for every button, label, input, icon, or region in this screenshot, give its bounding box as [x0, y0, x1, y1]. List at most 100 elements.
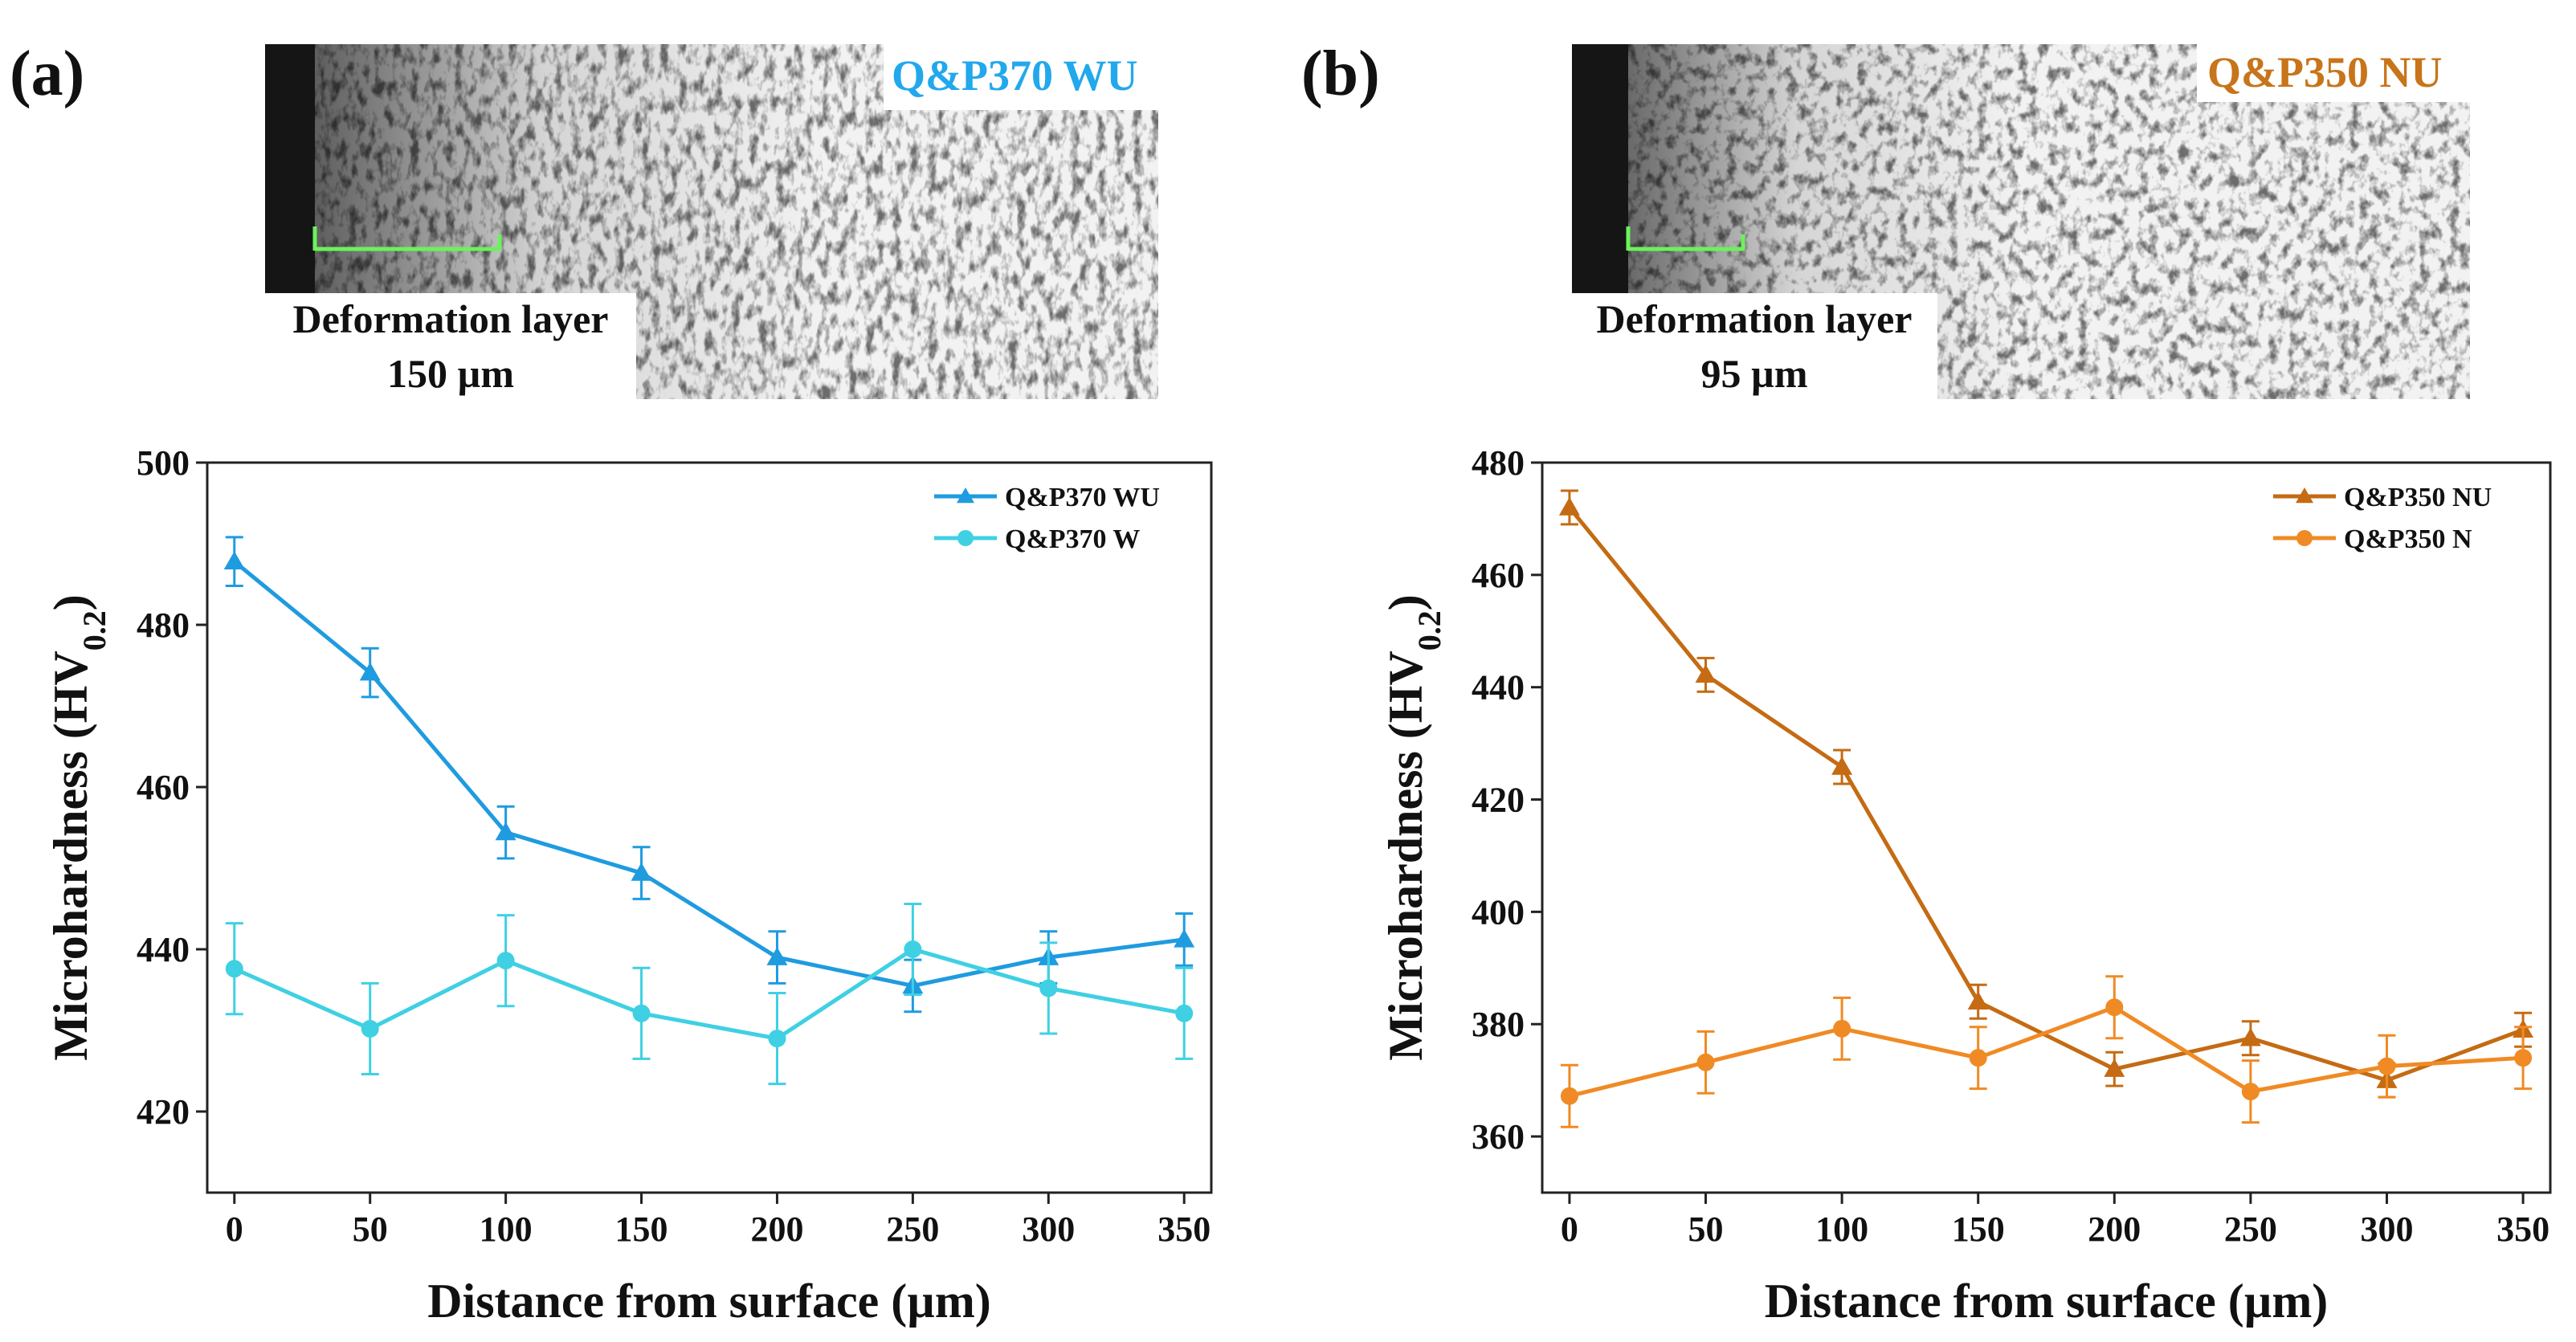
chart-b-data-point	[1695, 664, 1717, 683]
micrograph-b: Q&P350 NU Deformation layer 95 µm	[1572, 44, 2470, 399]
chart-a-x-tick-label: 350	[1157, 1209, 1210, 1249]
chart-b-x-tick-label: 350	[2496, 1209, 2549, 1249]
chart-a-legend-marker	[957, 530, 974, 546]
chart-b-y-tick-label: 400	[1472, 892, 1525, 932]
layer-depth-b: 95 µm	[1701, 351, 1808, 396]
chart-a-x-tick-label: 50	[353, 1209, 388, 1249]
chart-b-x-tick-label: 200	[2088, 1209, 2141, 1249]
chart-a-legend-marker	[957, 487, 974, 504]
chart-a-data-point	[1175, 1004, 1194, 1022]
chart-a: 0 50 100 150 200 250 300 350 420 440 460 480 500 Dist…	[44, 443, 1213, 1328]
chart-b-y-tick-label: 440	[1472, 668, 1525, 708]
chart-a-x-axis-title: Distance from surface (µm)	[427, 1275, 991, 1328]
chart-b-legend: Q&P350 NU Q&P350 N	[2273, 483, 2492, 554]
chart-a-x-tick-label: 150	[615, 1209, 668, 1249]
chart-b-y-tick-label: 460	[1472, 556, 1525, 595]
chart-a-data-point	[632, 1004, 651, 1022]
chart-b-data-point	[1831, 756, 1853, 775]
chart-a-data-point	[496, 952, 515, 970]
panel-b-label: (b)	[1301, 39, 1380, 109]
chart-a-series-circle	[225, 902, 1194, 1086]
chart-a-y-axis-title-main: Microhardness (HV	[44, 651, 97, 1061]
chart-a-data-point	[361, 1019, 379, 1038]
chart-b-data-point	[1558, 496, 1580, 516]
chart-b-x-tick-label: 250	[2224, 1209, 2277, 1249]
chart-b-y-axis-title-close: )	[1379, 594, 1432, 610]
chart-b-data-point	[2241, 1083, 2260, 1101]
chart-b-y-axis-title-main: Microhardness (HV	[1379, 651, 1432, 1061]
chart-a-data-point	[631, 863, 652, 881]
chart-b-data-point	[2239, 1027, 2261, 1046]
chart-b-data-point	[2105, 998, 2124, 1017]
chart-b-y-tick-label: 420	[1472, 781, 1525, 820]
chart-b-x-axis-title: Distance from surface (µm)	[1765, 1275, 2329, 1328]
chart-a-plot-frame	[206, 461, 1213, 1194]
chart-b-series-circle	[1560, 975, 2533, 1128]
chart-b-y-axis-title-sub: 0.2	[1411, 610, 1447, 651]
chart-b: 0 50 100 150 200 250 300 350 360 380 400 420 440 460 4…	[1379, 443, 2552, 1328]
chart-b-y-axis-title: Microhardness (HV0.2)	[1379, 594, 1447, 1061]
chart-a-data-point	[225, 960, 243, 978]
depth-scale-bar-a	[312, 226, 502, 251]
chart-a-x-tick-label: 200	[750, 1209, 803, 1249]
chart-a-y-tick-label: 440	[137, 930, 190, 969]
layer-depth-a: 150 µm	[387, 351, 514, 396]
chart-b-series-line	[1567, 506, 2524, 1083]
chart-a-series-line	[233, 560, 1185, 989]
chart-a-legend: Q&P370 WU Q&P370 W	[934, 483, 1160, 554]
chart-a-y-tick-label: 420	[137, 1092, 190, 1132]
chart-b-legend-marker	[2296, 487, 2313, 504]
chart-b-data-point	[1696, 1053, 1715, 1071]
chart-a-y-tick-label: 460	[137, 768, 190, 807]
chart-b-data-point	[2104, 1059, 2125, 1077]
chart-a-x-tick-label: 300	[1022, 1209, 1075, 1249]
chart-a-data-point	[1174, 928, 1195, 948]
chart-b-data-point	[1969, 1049, 1987, 1067]
sample-label-a: Q&P370 WU	[892, 51, 1138, 100]
sample-label-b: Q&P350 NU	[2207, 48, 2442, 96]
chart-b-y-tick-label: 480	[1472, 443, 1525, 483]
chart-b-legend-label: Q&P350 NU	[2344, 483, 2492, 512]
chart-b-data-point	[2378, 1057, 2396, 1075]
chart-b-x-tick-label: 50	[1688, 1209, 1724, 1249]
chart-a-y-tick-label: 480	[137, 606, 190, 645]
layer-title-a: Deformation layer	[293, 296, 609, 341]
chart-a-data-point	[766, 947, 788, 965]
chart-b-x-tick-label: 300	[2360, 1209, 2413, 1249]
panel-a-label: (a)	[10, 39, 84, 109]
chart-a-series-triangle	[223, 536, 1195, 1014]
micrograph-a: Q&P370 WU Deformation layer 150 µm	[265, 44, 1158, 399]
chart-a-x-tick-label: 250	[886, 1209, 939, 1249]
chart-a-data-point	[904, 940, 922, 958]
chart-a-data-point	[495, 822, 516, 841]
depth-scale-bar-b	[1626, 226, 1745, 251]
chart-a-legend-label: Q&P370 W	[1005, 524, 1140, 554]
sample-edge-b	[1572, 44, 1628, 293]
chart-b-x-tick-label: 150	[1952, 1209, 2005, 1249]
chart-b-series-triangle	[1558, 489, 2534, 1099]
chart-a-series-line	[233, 947, 1185, 1041]
chart-a-data-point	[1039, 979, 1058, 997]
sample-edge-a	[265, 44, 315, 293]
chart-b-data-point	[1560, 1087, 1578, 1105]
chart-a-data-point	[223, 551, 245, 569]
chart-b-x-tick-label: 0	[1561, 1209, 1578, 1249]
chart-a-legend-label: Q&P370 WU	[1005, 483, 1160, 512]
panel-b: (b) Q&P350 NU Deformation layer 95 µm	[1301, 39, 2470, 399]
chart-b-x-tick-label: 100	[1815, 1209, 1868, 1249]
chart-b-y-tick-label: 380	[1472, 1005, 1525, 1044]
chart-b-legend-marker	[2296, 530, 2313, 546]
chart-b-data-point	[1833, 1019, 1851, 1038]
chart-b-y-tick-label: 360	[1472, 1117, 1525, 1156]
chart-a-x-tick-label: 100	[480, 1209, 533, 1249]
chart-a-y-axis-title-close: )	[44, 594, 97, 610]
chart-a-y-axis-title: Microhardness (HV0.2)	[44, 594, 112, 1061]
chart-a-data-point	[359, 662, 381, 681]
panel-a: (a) Q&P370 WU Deformation layer 150 µm	[10, 39, 1158, 399]
layer-title-b: Deformation layer	[1597, 296, 1913, 341]
chart-a-data-point	[768, 1030, 786, 1048]
chart-b-legend-label: Q&P350 N	[2344, 524, 2472, 554]
chart-b-series-line	[1569, 1005, 2524, 1099]
chart-b-plot-frame	[1541, 461, 2552, 1194]
chart-b-data-point	[1967, 991, 1989, 1010]
